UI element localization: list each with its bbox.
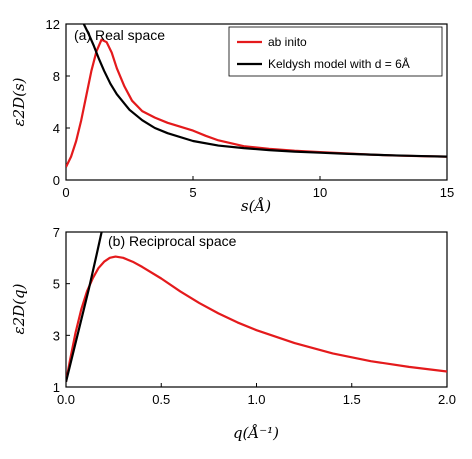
x-tick-label-a-3: 15 (440, 185, 454, 200)
x-tick-label-b-1: 0.5 (152, 392, 170, 407)
x-tick-label-a-0: 0 (62, 185, 69, 200)
x-tick-label-b-0: 0.0 (57, 392, 75, 407)
series-lines-b (66, 232, 447, 383)
x-axis-label-a: s(Å) (241, 197, 271, 215)
series-line-b-keldysh (66, 232, 103, 383)
ticks-a: 0 5 10 15 0 4 8 12 (46, 17, 455, 200)
y-tick-label-a-0: 0 (53, 173, 60, 188)
panel-b-title: (b) Reciprocal space (108, 233, 237, 249)
series-line-b-ab-initio (66, 255, 447, 383)
legend-label-ab-initio: ab inito (268, 35, 307, 49)
y-tick-label-b-3: 7 (53, 225, 60, 240)
legend-label-keldysh: Keldysh model with d = 6Å (268, 56, 410, 71)
legend-box (228, 26, 443, 77)
series-lines-a (66, 24, 447, 168)
y-tick-label-b-0: 1 (53, 380, 60, 395)
y-axis-label-a: ε2D(s) (10, 77, 28, 126)
plot-area-a (65, 23, 448, 181)
y-tick-label-a-1: 4 (53, 121, 60, 136)
x-tick-label-a-1: 5 (189, 185, 196, 200)
x-tick-label-b-2: 1.0 (247, 392, 265, 407)
y-tick-label-a-2: 8 (53, 69, 60, 84)
panel-a-title: (a) Real space (74, 27, 165, 43)
x-tick-label-b-4: 2.0 (438, 392, 456, 407)
y-tick-label-b-1: 3 (53, 328, 60, 343)
y-tick-label-b-2: 5 (53, 277, 60, 292)
legend: ab inito Keldysh model with d = 6Å (228, 26, 443, 77)
ticks-b: 0.0 0.5 1.0 1.5 2.0 1 3 5 7 (53, 225, 456, 407)
y-tick-label-a-3: 12 (46, 17, 60, 32)
y-axis-label-b: ε2D(q) (10, 283, 28, 334)
panel-b: 0.0 0.5 1.0 1.5 2.0 1 3 5 7 (b) Reciprocal space… (10, 225, 456, 442)
series-line-a-keldysh (82, 24, 447, 158)
x-tick-label-a-2: 10 (313, 185, 327, 200)
x-tick-label-b-3: 1.5 (343, 392, 361, 407)
panel-a: 0 5 10 15 0 4 8 12 (a) Real space ab inito Keld… (10, 17, 454, 215)
x-axis-label-b: q(Å⁻¹) (233, 424, 279, 442)
